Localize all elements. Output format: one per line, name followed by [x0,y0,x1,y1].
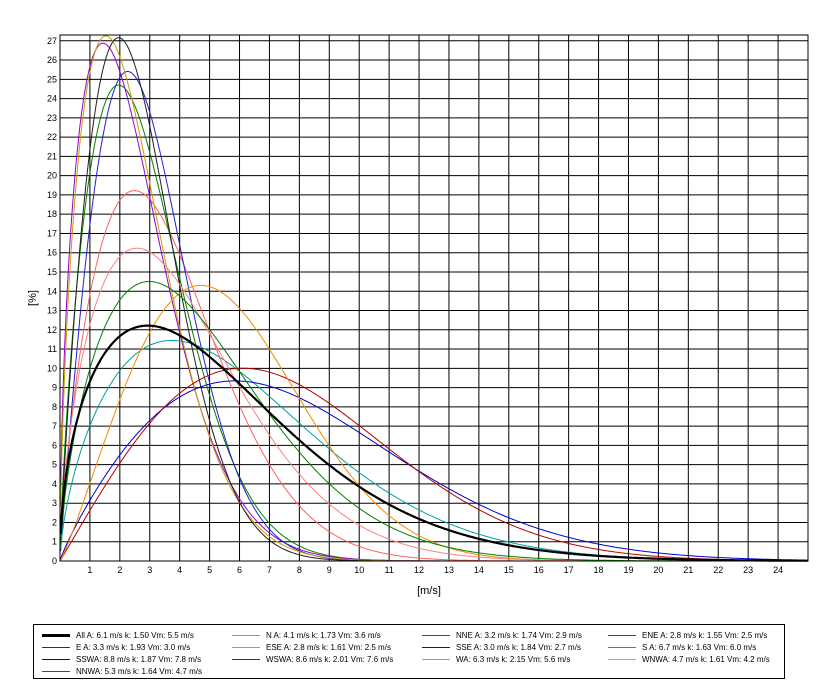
legend-label: E A: 3.3 m/s k: 1.93 Vm: 3.0 m/s [76,643,191,652]
y-tick-label: 23 [47,113,57,123]
plot-frame [59,34,809,562]
y-tick-label: 21 [47,151,57,161]
y-tick-label: 2 [52,517,57,527]
y-tick-label: 13 [47,306,57,316]
x-tick-label: 19 [623,565,633,575]
grid [60,35,808,561]
legend-label: ENE A: 2.8 m/s k: 1.55 Vm: 2.5 m/s [642,631,768,640]
y-tick-label: 6 [52,440,57,450]
y-tick-label: 11 [48,344,57,354]
y-axis-ticks: 0123456789101112131415161718192021222324… [47,36,57,566]
y-tick-label: 19 [47,190,57,200]
x-tick-label: 15 [504,565,514,575]
x-tick-label: 4 [177,565,182,575]
legend-swatch [422,659,450,660]
y-tick-label: 8 [52,402,57,412]
x-tick-label: 24 [773,565,783,575]
x-tick-label: 8 [297,565,302,575]
x-tick-label: 6 [237,565,242,575]
y-tick-label: 0 [52,556,57,566]
legend-label: NNWA: 5.3 m/s k: 1.64 Vm: 4.7 m/s [76,667,202,676]
legend-swatch [422,647,450,648]
y-tick-label: 24 [47,94,57,104]
x-axis-label: [m/s] [417,585,441,597]
legend-swatch [42,634,70,637]
y-tick-label: 3 [52,498,57,508]
y-tick-label: 14 [47,286,57,296]
y-tick-label: 9 [52,383,57,393]
x-tick-label: 21 [683,565,693,575]
legend-swatch [422,635,450,636]
x-tick-label: 10 [354,565,364,575]
legend-label: ESE A: 2.8 m/s k: 1.61 Vm: 2.5 m/s [266,643,391,652]
x-tick-label: 14 [474,565,484,575]
x-axis-ticks: 1 2 3 4 5 6 7 8 9 10 11 12 13 14 15 16 17 18 19 20 21 22 23 24 [87,565,783,575]
legend-swatch [232,659,260,660]
legend-swatch [42,647,70,648]
x-tick-label: 16 [534,565,544,575]
y-tick-label: 27 [47,36,57,46]
x-tick-label: 2 [117,565,122,575]
y-tick-label: 20 [47,171,57,181]
y-tick-label: 12 [47,325,57,335]
legend-swatch [232,647,260,648]
legend-label: NNE A: 3.2 m/s k: 1.74 Vm: 2.9 m/s [456,631,582,640]
legend: All A: 6.1 m/s k: 1.50 Vm: 5.5 m/s N A: 4… [33,624,785,679]
series-line [60,42,808,562]
legend-swatch [232,635,260,636]
x-tick-label: 13 [444,565,454,575]
legend-swatch [608,635,636,636]
y-tick-label: 10 [47,363,57,373]
series-line [59,324,808,562]
legend-label: N A: 4.1 m/s k: 1.73 Vm: 3.6 m/s [266,631,381,640]
legend-label: WNWA: 4.7 m/s k: 1.61 Vm: 4.2 m/s [642,655,770,664]
x-tick-label: 12 [414,565,424,575]
series-line [60,367,808,562]
series-lines [59,35,808,562]
x-tick-label: 17 [564,565,574,575]
legend-label: WA: 6.3 m/s k: 2.15 Vm: 5.6 m/s [456,655,571,664]
legend-label: SSE A: 3.0 m/s k: 1.84 Vm: 2.7 m/s [456,643,581,652]
x-tick-label: 22 [713,565,723,575]
series-line [60,380,808,561]
series-line [60,281,808,562]
legend-label: S A: 6.7 m/s k: 1.63 Vm: 6.0 m/s [642,643,757,652]
x-tick-label: 3 [147,565,152,575]
x-tick-label: 18 [594,565,604,575]
series-line [60,339,808,562]
x-tick-label: 20 [653,565,663,575]
x-tick-label: 7 [267,565,272,575]
x-tick-label: 1 [87,565,92,575]
legend-label: All A: 6.1 m/s k: 1.50 Vm: 5.5 m/s [76,631,194,640]
y-tick-label: 22 [47,132,57,142]
y-axis-label: [%] [27,290,39,306]
y-tick-label: 15 [47,267,57,277]
y-tick-label: 26 [47,55,57,65]
legend-swatch [42,671,70,672]
legend-swatch [608,647,636,648]
y-tick-label: 1 [52,537,57,547]
series-line [60,284,808,562]
legend-label: WSWA: 8.6 m/s k: 2.01 Vm: 7.6 m/s [266,655,394,664]
legend-swatch [42,659,70,660]
y-tick-label: 4 [52,479,57,489]
y-tick-label: 5 [52,460,57,470]
x-tick-label: 9 [327,565,332,575]
chart: 0123456789101112131415161718192021222324… [27,34,809,597]
x-tick-label: 23 [743,565,753,575]
series-line [60,70,808,562]
y-tick-label: 25 [47,74,57,84]
legend-swatch [608,659,636,660]
y-tick-label: 18 [47,209,57,219]
x-tick-label: 5 [207,565,212,575]
y-tick-label: 17 [47,228,57,238]
legend-label: SSWA: 8.8 m/s k: 1.87 Vm: 7.8 m/s [76,655,202,664]
y-tick-label: 7 [52,421,57,431]
x-tick-label: 11 [384,565,393,575]
y-tick-label: 16 [47,248,57,258]
